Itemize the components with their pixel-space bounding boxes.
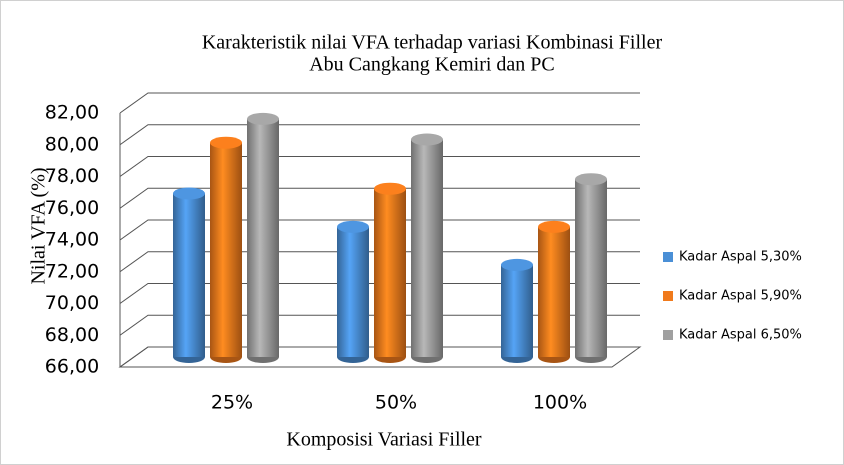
bar-top (538, 220, 570, 233)
chart-title: Karakteristik nilai VFA terhadap variasi… (202, 32, 663, 54)
y-tick-label: 82,00 (45, 102, 99, 124)
bar-top (337, 220, 369, 233)
bar-top (210, 136, 242, 149)
grid-line (119, 187, 640, 209)
bar (411, 139, 443, 357)
y-tick-label: 76,00 (45, 197, 99, 219)
x-axis-label: Komposisi Variasi Filler (286, 429, 482, 451)
y-tick-label: 78,00 (45, 165, 99, 187)
y-tick-label: 74,00 (45, 229, 99, 251)
x-tick-label: 25% (211, 392, 253, 414)
legend-label: Kadar Aspal 5,30% (679, 250, 802, 265)
bar-top (374, 182, 406, 195)
y-tick-label: 68,00 (45, 324, 99, 346)
grid-line (119, 251, 640, 273)
bar (575, 179, 607, 357)
bar (501, 264, 533, 357)
bar (337, 226, 369, 357)
grid-line (119, 283, 640, 304)
grid-line (119, 156, 640, 177)
y-tick-label: 72,00 (45, 260, 99, 282)
grid-line (119, 346, 640, 368)
y-tick-label: 70,00 (45, 292, 99, 314)
legend-swatch (663, 330, 673, 340)
bar (538, 226, 570, 357)
bar-top (501, 258, 533, 271)
bar-top (575, 173, 607, 186)
grid-line (119, 124, 640, 146)
bar-top (173, 187, 205, 200)
bar (210, 142, 242, 357)
bar (173, 193, 205, 357)
y-tick-label: 66,00 (45, 356, 99, 378)
legend-label: Kadar Aspal 6,50% (679, 328, 802, 343)
bar (374, 188, 406, 357)
legend-swatch (663, 252, 673, 262)
x-tick-label: 50% (375, 392, 417, 414)
x-tick-label: 100% (533, 392, 587, 414)
legend-swatch (663, 291, 673, 301)
y-tick-label: 80,00 (45, 133, 99, 155)
bar-top (411, 133, 443, 146)
bar (247, 118, 279, 357)
legend-label: Kadar Aspal 5,90% (679, 289, 802, 304)
y-axis-label: Nilai VFA (%) (28, 167, 50, 284)
grid-line (119, 219, 640, 241)
chart-title: Abu Cangkang Kemiri dan PC (309, 54, 555, 76)
grid-line (119, 92, 640, 114)
bar-top (247, 112, 279, 125)
grid-line (119, 314, 640, 336)
